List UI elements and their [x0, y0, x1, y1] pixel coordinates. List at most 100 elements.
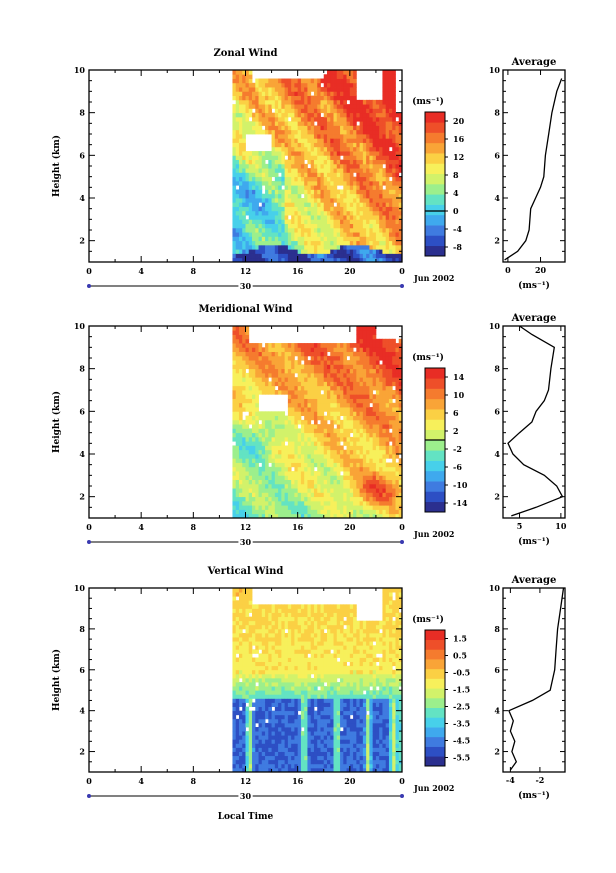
heatmap-cell	[375, 488, 380, 493]
heatmap-cell	[297, 138, 302, 143]
heatmap-cell	[245, 588, 250, 593]
heatmap-cell	[278, 193, 282, 199]
heatmap-cell	[372, 351, 377, 357]
heatmap-cell	[248, 355, 253, 361]
heatmap-cell	[274, 351, 279, 357]
heatmap-cell	[359, 466, 364, 472]
heatmap-cell	[356, 428, 361, 434]
heatmap-cell	[340, 163, 344, 169]
heatmap-cell	[320, 454, 325, 459]
heatmap-cell	[242, 462, 246, 468]
heatmap-cell	[252, 355, 256, 361]
heatmap-cell	[336, 488, 341, 493]
heatmap-cell	[333, 436, 338, 442]
heatmap-cell	[323, 112, 328, 118]
heatmap-cell	[317, 87, 321, 92]
heatmap-cell	[385, 129, 390, 135]
heatmap-cell	[245, 600, 250, 605]
heatmap-cell	[287, 227, 292, 233]
heatmap-cell	[265, 236, 269, 242]
heatmap-cell	[388, 449, 393, 455]
heatmap-cell	[235, 436, 240, 442]
heatmap-cell	[323, 74, 328, 79]
heatmap-cell	[392, 436, 396, 442]
heatmap-cell	[281, 202, 286, 207]
heatmap-cell	[297, 351, 302, 357]
heatmap-cell	[310, 407, 315, 412]
day-bar-start	[87, 284, 91, 288]
heatmap-cell	[287, 155, 292, 160]
heatmap-cell	[330, 377, 334, 382]
heatmap-cell	[336, 219, 341, 224]
heatmap-cell	[235, 492, 240, 498]
heatmap-cell	[323, 407, 328, 412]
heatmap-cell	[287, 492, 292, 498]
heatmap-cell	[392, 168, 396, 173]
heatmap-cell	[320, 253, 325, 259]
heatmap-cell	[284, 488, 289, 493]
heatmap-cell	[248, 657, 253, 662]
heatmap-cell	[261, 202, 266, 207]
heatmap-cell	[284, 364, 289, 370]
heatmap-cell	[333, 394, 338, 399]
heatmap-cell	[366, 193, 370, 199]
heatmap-cell	[238, 727, 243, 732]
heatmap-cell	[379, 449, 383, 455]
heatmap-cell	[398, 402, 403, 408]
heatmap-cell	[245, 475, 250, 480]
heatmap-cell	[382, 445, 387, 451]
heatmap-cell	[359, 168, 364, 173]
heatmap-cell	[300, 496, 305, 502]
heatmap-cell	[366, 112, 370, 118]
heatmap-cell	[242, 334, 246, 340]
colorbar-label: -10	[453, 480, 468, 490]
heatmap-cell	[235, 428, 240, 434]
heatmap-cell	[313, 454, 318, 459]
heatmap-cell	[388, 240, 393, 246]
heatmap-cell	[245, 180, 250, 186]
heatmap-cell	[356, 104, 361, 109]
heatmap-cell	[375, 129, 380, 135]
heatmap-cell	[353, 436, 357, 442]
heatmap-cell	[252, 458, 256, 463]
heatmap-cell	[252, 125, 256, 131]
heatmap-cell	[310, 159, 315, 165]
heatmap-cell	[375, 108, 380, 114]
heatmap-cell	[382, 112, 387, 118]
heatmap-cell	[291, 116, 295, 122]
heatmap-cell	[265, 428, 269, 434]
heatmap-cell	[274, 91, 279, 96]
heatmap-cell	[261, 735, 266, 740]
heatmap-cell	[366, 355, 370, 361]
heatmap-cell	[313, 347, 318, 352]
heatmap-cell	[320, 78, 325, 84]
heatmap-cell	[313, 189, 318, 195]
heatmap-cell	[255, 632, 259, 638]
heatmap-cell	[327, 116, 331, 122]
y-axis-label: Height (km)	[51, 391, 62, 453]
heatmap-cell	[392, 104, 396, 109]
heatmap-cell	[333, 112, 338, 118]
heatmap-cell	[304, 240, 308, 246]
heatmap-cell	[346, 368, 351, 374]
heatmap-cell	[323, 364, 328, 370]
heatmap-cell	[287, 210, 292, 216]
heatmap-cell	[278, 159, 282, 165]
heatmap-cell	[398, 458, 403, 463]
heatmap-cell	[320, 163, 325, 169]
heatmap-cell	[248, 632, 253, 638]
heatmap-cell	[336, 372, 341, 378]
heatmap-cell	[385, 168, 390, 173]
heatmap-cell	[385, 198, 390, 203]
heatmap-cell	[330, 428, 334, 434]
heatmap-cell	[294, 78, 299, 84]
heatmap-cell	[382, 454, 387, 459]
heatmap-cell	[297, 364, 302, 370]
heatmap-cell	[300, 488, 305, 493]
heatmap-cell	[274, 176, 279, 182]
heatmap-cell	[379, 424, 383, 429]
heatmap-cell	[317, 483, 321, 489]
heatmap-cell	[353, 500, 357, 506]
heatmap-cell	[366, 509, 370, 515]
heatmap-cell	[313, 104, 318, 109]
